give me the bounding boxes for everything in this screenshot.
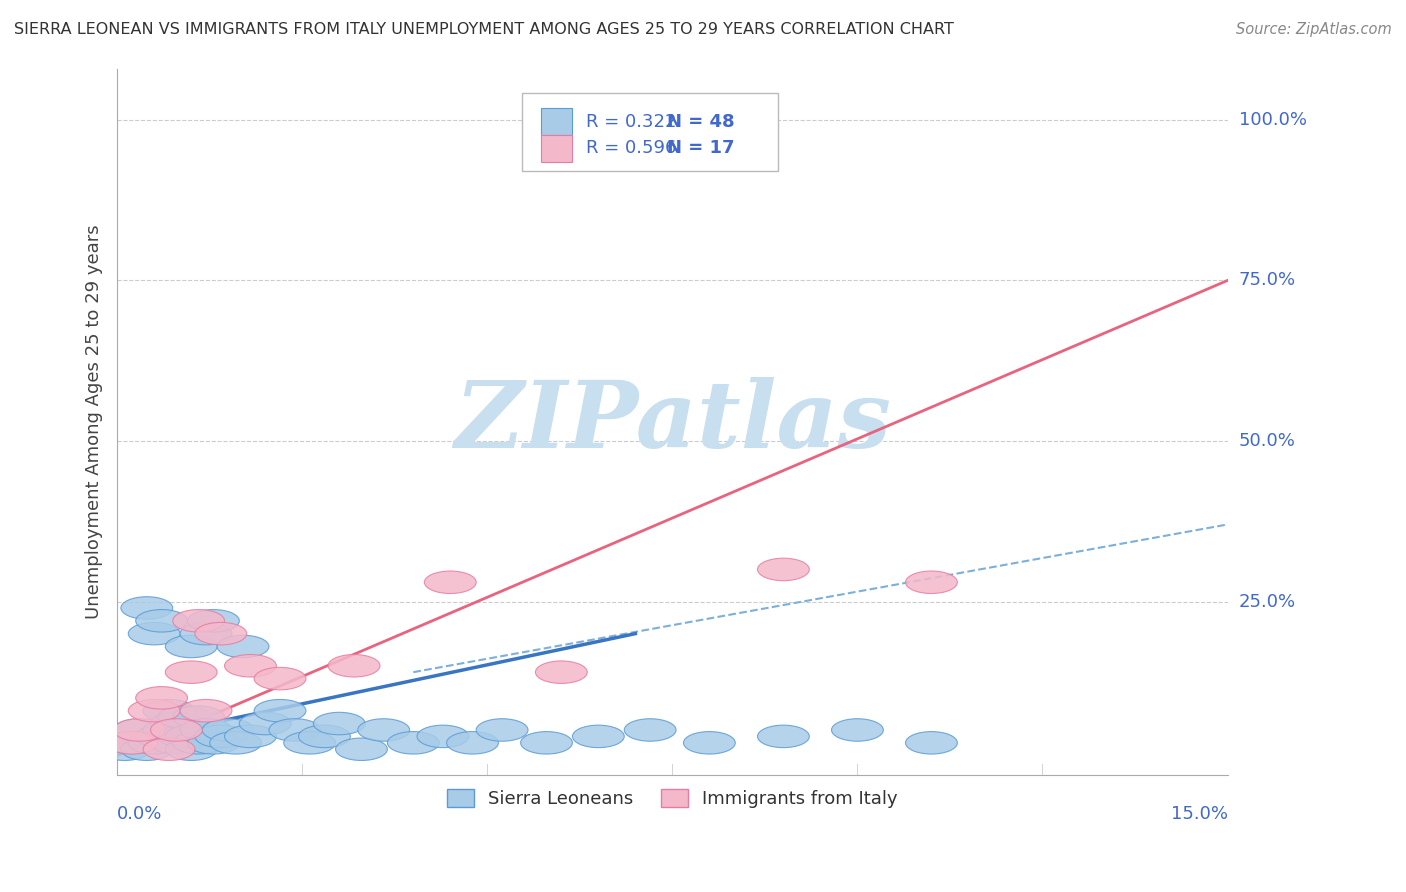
Legend: Sierra Leoneans, Immigrants from Italy: Sierra Leoneans, Immigrants from Italy: [440, 781, 905, 815]
Text: 75.0%: 75.0%: [1239, 271, 1296, 289]
Ellipse shape: [98, 738, 150, 761]
Ellipse shape: [157, 706, 209, 729]
Ellipse shape: [166, 635, 217, 657]
Ellipse shape: [831, 719, 883, 741]
Ellipse shape: [114, 719, 166, 741]
Ellipse shape: [121, 597, 173, 619]
Bar: [541, 108, 572, 135]
Ellipse shape: [105, 731, 157, 754]
Ellipse shape: [180, 623, 232, 645]
Ellipse shape: [195, 725, 246, 747]
Ellipse shape: [905, 571, 957, 593]
Ellipse shape: [520, 731, 572, 754]
Ellipse shape: [254, 667, 307, 690]
Ellipse shape: [239, 713, 291, 735]
Ellipse shape: [209, 731, 262, 754]
Ellipse shape: [284, 731, 336, 754]
Ellipse shape: [217, 635, 269, 657]
Ellipse shape: [357, 719, 409, 741]
Ellipse shape: [269, 719, 321, 741]
Ellipse shape: [128, 623, 180, 645]
Ellipse shape: [166, 725, 217, 747]
Ellipse shape: [128, 699, 180, 722]
Text: R = 0.596: R = 0.596: [586, 139, 676, 157]
Ellipse shape: [128, 731, 180, 754]
Text: 0.0%: 0.0%: [117, 805, 163, 823]
Text: N = 48: N = 48: [666, 112, 734, 130]
Ellipse shape: [447, 731, 498, 754]
Ellipse shape: [187, 609, 239, 632]
Ellipse shape: [173, 731, 225, 754]
Text: N = 17: N = 17: [666, 139, 734, 157]
Ellipse shape: [254, 699, 307, 722]
Ellipse shape: [758, 558, 810, 581]
Ellipse shape: [166, 738, 217, 761]
Ellipse shape: [143, 719, 195, 741]
Ellipse shape: [150, 731, 202, 754]
Ellipse shape: [477, 719, 529, 741]
Text: SIERRA LEONEAN VS IMMIGRANTS FROM ITALY UNEMPLOYMENT AMONG AGES 25 TO 29 YEARS C: SIERRA LEONEAN VS IMMIGRANTS FROM ITALY …: [14, 22, 953, 37]
Ellipse shape: [143, 699, 195, 722]
Ellipse shape: [683, 731, 735, 754]
Ellipse shape: [136, 687, 187, 709]
Ellipse shape: [314, 713, 366, 735]
Ellipse shape: [624, 719, 676, 741]
Ellipse shape: [758, 725, 810, 747]
Ellipse shape: [298, 725, 350, 747]
Ellipse shape: [572, 725, 624, 747]
Ellipse shape: [225, 725, 277, 747]
Ellipse shape: [195, 623, 246, 645]
Ellipse shape: [180, 719, 232, 741]
Ellipse shape: [425, 571, 477, 593]
Text: Source: ZipAtlas.com: Source: ZipAtlas.com: [1236, 22, 1392, 37]
Ellipse shape: [105, 731, 157, 754]
Ellipse shape: [157, 725, 209, 747]
Ellipse shape: [114, 719, 166, 741]
Text: 25.0%: 25.0%: [1239, 592, 1296, 610]
Ellipse shape: [143, 738, 195, 761]
Ellipse shape: [388, 731, 439, 754]
Ellipse shape: [121, 738, 173, 761]
Ellipse shape: [336, 738, 388, 761]
Ellipse shape: [180, 699, 232, 722]
Text: 15.0%: 15.0%: [1171, 805, 1227, 823]
Ellipse shape: [173, 706, 225, 729]
Ellipse shape: [136, 725, 187, 747]
Ellipse shape: [536, 661, 588, 683]
Y-axis label: Unemployment Among Ages 25 to 29 years: Unemployment Among Ages 25 to 29 years: [86, 225, 103, 619]
FancyBboxPatch shape: [523, 94, 778, 171]
Ellipse shape: [905, 731, 957, 754]
Ellipse shape: [150, 719, 202, 741]
Text: ZIPatlas: ZIPatlas: [454, 376, 891, 467]
Ellipse shape: [166, 661, 217, 683]
Ellipse shape: [328, 655, 380, 677]
Ellipse shape: [418, 725, 468, 747]
Bar: [541, 135, 572, 161]
Text: 50.0%: 50.0%: [1239, 432, 1295, 450]
Text: R = 0.322: R = 0.322: [586, 112, 676, 130]
Ellipse shape: [150, 713, 202, 735]
Ellipse shape: [202, 719, 254, 741]
Text: 100.0%: 100.0%: [1239, 111, 1306, 129]
Ellipse shape: [225, 655, 277, 677]
Ellipse shape: [173, 609, 225, 632]
Ellipse shape: [187, 731, 239, 754]
Ellipse shape: [136, 609, 187, 632]
